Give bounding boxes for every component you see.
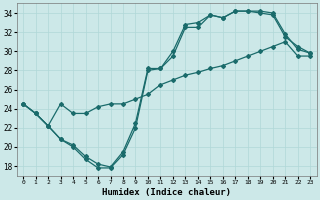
X-axis label: Humidex (Indice chaleur): Humidex (Indice chaleur): [102, 188, 231, 197]
